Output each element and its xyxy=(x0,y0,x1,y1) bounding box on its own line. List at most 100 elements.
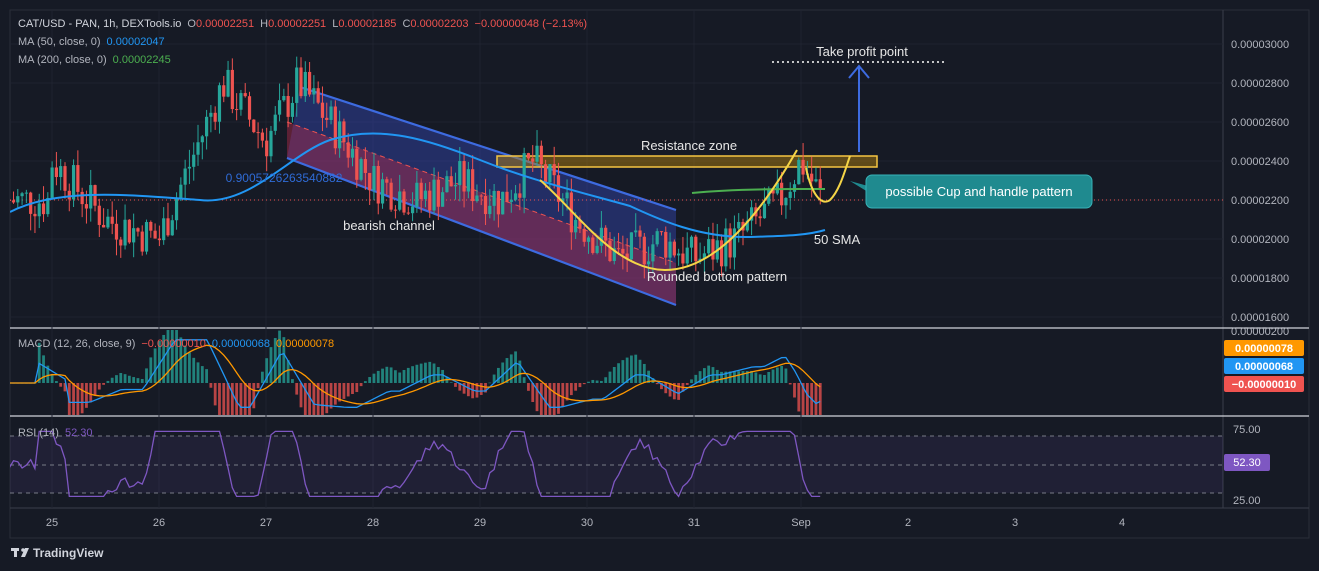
macd-histogram-bar xyxy=(389,367,393,383)
macd-histogram-bar xyxy=(157,341,161,383)
candle-body xyxy=(230,69,234,110)
candle-body xyxy=(428,190,432,211)
macd-histogram-bar xyxy=(123,374,127,383)
candle-body xyxy=(33,213,37,217)
candle-body xyxy=(496,190,501,215)
price-axis[interactable]: 0.00003000 0.00002800 0.00002600 0.00002400… xyxy=(1231,39,1289,324)
macd-histogram-bar xyxy=(724,371,728,383)
macd-histogram-bar xyxy=(621,360,625,383)
candle-body xyxy=(363,159,367,173)
candle-body xyxy=(277,100,282,115)
candle-body xyxy=(595,245,599,253)
macd-histogram-bar xyxy=(50,374,54,383)
candle-body xyxy=(758,216,762,219)
macd-histogram-bar xyxy=(398,372,402,383)
candle-body xyxy=(110,216,114,224)
macd-histogram-bar xyxy=(115,375,118,383)
candle-body xyxy=(724,228,728,267)
macd-histogram-bar xyxy=(338,383,342,402)
macd-histogram-bar xyxy=(316,383,320,415)
candle-body xyxy=(89,185,93,209)
macd-histogram-bar xyxy=(539,383,543,415)
macd-histogram-bar xyxy=(518,360,522,383)
macd-histogram-bar xyxy=(394,370,397,383)
time-axis[interactable]: 25 26 27 28 29 30 31 Sep 2 3 4 xyxy=(46,517,1125,529)
candle-body xyxy=(479,195,483,197)
macd-histogram-bar xyxy=(278,330,281,383)
macd-histogram-bar xyxy=(497,367,500,383)
macd-histogram-bar xyxy=(256,383,260,389)
candle-body xyxy=(368,172,372,191)
candle-body xyxy=(406,212,410,214)
candle-body xyxy=(123,219,127,246)
candle-body xyxy=(243,93,247,97)
candle-body xyxy=(11,200,16,203)
candle-body xyxy=(196,142,200,155)
macd-histogram-bar xyxy=(707,365,711,383)
macd-histogram-bar xyxy=(754,372,758,383)
candle-body xyxy=(492,190,496,206)
fib-value-label: 0.9005726263540882 xyxy=(226,171,343,185)
macd-histogram-bar xyxy=(466,383,470,397)
macd-histogram-bar xyxy=(479,383,483,395)
macd-histogram-bar xyxy=(312,383,316,415)
ma50-line xyxy=(10,132,826,239)
candle-body xyxy=(20,193,24,197)
candle-body xyxy=(642,236,646,265)
macd-histogram-bar xyxy=(363,381,367,383)
candle-body xyxy=(419,182,423,200)
ma200-legend-value: 0.00002245 xyxy=(113,54,171,66)
low-key: L xyxy=(332,18,338,30)
candle-body xyxy=(432,179,436,211)
rsi-tick-75: 75.00 xyxy=(1233,424,1261,436)
macd-histogram-bar xyxy=(308,383,311,415)
macd-histogram-bar xyxy=(801,383,805,415)
rounded-bottom-curve xyxy=(539,149,798,272)
candle-body xyxy=(71,165,76,200)
macd-histogram-bar xyxy=(149,357,153,383)
price-tick-label: 0.00002200 xyxy=(1231,195,1289,207)
candle-body xyxy=(67,190,71,200)
candle-body xyxy=(355,148,359,180)
candle-body xyxy=(625,253,629,260)
candle-body xyxy=(694,236,698,262)
candle-body xyxy=(410,206,415,214)
macd-histogram-bar xyxy=(76,383,80,415)
open-value: 0.00002251 xyxy=(196,18,254,30)
candle-body xyxy=(569,192,573,233)
candle-body xyxy=(471,169,475,202)
candle-body xyxy=(539,145,543,165)
candle-body xyxy=(235,109,239,111)
cup-handle-label: possible Cup and handle pattern xyxy=(885,184,1072,199)
candle-body xyxy=(303,71,307,97)
macd-histogram-bar xyxy=(166,330,170,383)
macd-histogram-bar xyxy=(269,347,273,383)
macd-histogram-bar xyxy=(273,338,277,383)
macd-histogram-bar xyxy=(587,381,590,383)
candle-body xyxy=(140,231,144,252)
candle-body xyxy=(578,219,582,229)
time-tick-label: 26 xyxy=(153,517,165,529)
macd-histogram-bar xyxy=(248,383,251,415)
macd-histogram-bar xyxy=(805,383,809,415)
macd-histogram-bar xyxy=(286,360,290,383)
macd-histogram-bar xyxy=(737,371,741,383)
candle-body xyxy=(265,140,269,157)
macd-histogram-bar xyxy=(475,383,479,398)
time-tick-label: 30 xyxy=(581,517,593,529)
macd-histogram-bar xyxy=(548,383,552,415)
macd-histogram-bar xyxy=(574,383,578,391)
tradingview-logo[interactable]: TradingView xyxy=(11,546,104,560)
candle-body xyxy=(672,241,676,256)
candle-body xyxy=(728,228,732,258)
candle-body xyxy=(616,248,621,250)
macd-histogram-bar xyxy=(188,352,191,383)
candle-body xyxy=(153,230,157,239)
candle-body xyxy=(380,179,385,204)
candle-body xyxy=(50,167,54,198)
macd-histogram-bar xyxy=(715,369,719,383)
candle-body xyxy=(106,216,110,228)
macd-histogram-bar xyxy=(205,369,208,383)
